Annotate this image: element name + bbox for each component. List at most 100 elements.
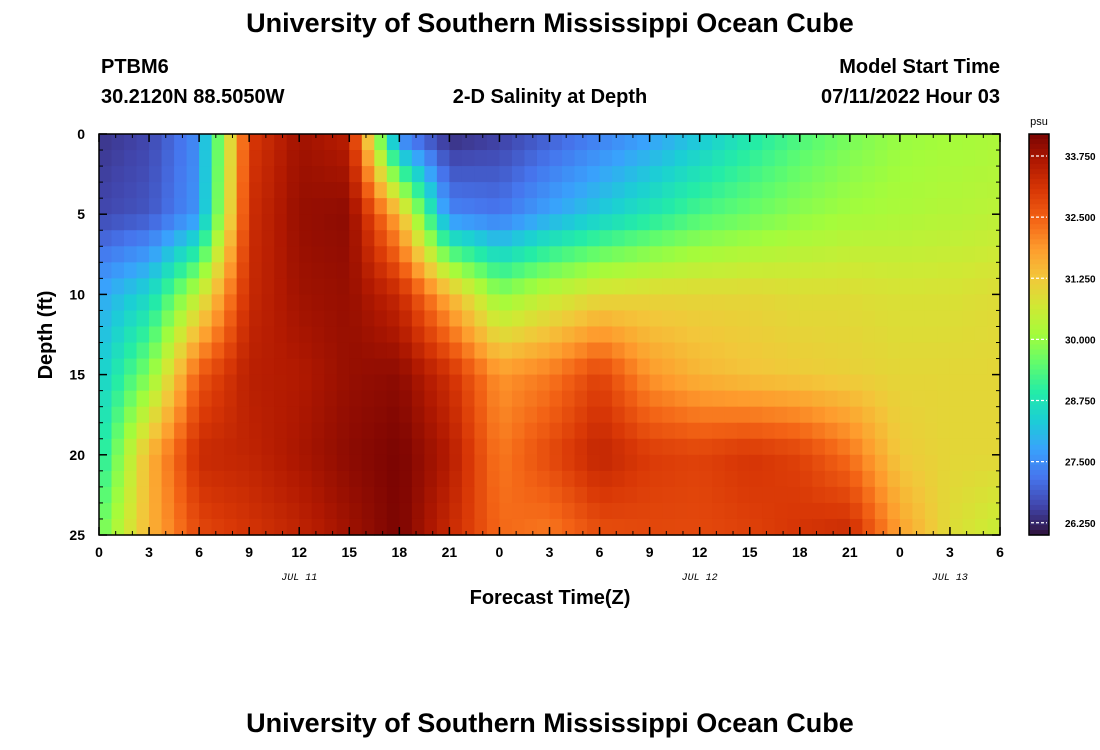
heatmap-cell [737,390,751,408]
heatmap-cell [161,294,175,312]
x-tick-label: 12 [692,544,708,560]
colorbar-segment [1029,329,1049,336]
heatmap-cell [436,278,450,295]
heatmap-cell [511,214,526,231]
heatmap-cell [336,310,350,328]
heatmap-cell [311,310,325,328]
heatmap-cell [499,246,513,263]
heatmap-cell [687,214,701,231]
heatmap-cell [499,342,513,360]
heatmap-cell [687,422,701,440]
heatmap-cell [199,486,213,504]
heatmap-cell [299,342,313,360]
heatmap-cell [937,374,951,392]
heatmap-cell [787,374,801,392]
heatmap-cell [662,454,676,472]
heatmap-cell [774,486,788,504]
heatmap-cell [249,342,263,360]
colorbar-segment [1029,474,1049,481]
heatmap-cell [574,182,588,199]
heatmap-cell [374,374,388,392]
heatmap-cell [374,294,388,312]
footer-title: University of Southern Mississippi Ocean… [246,708,854,738]
heatmap-cell [812,470,826,488]
heatmap-cell [261,198,275,215]
heatmap-cell [712,454,726,472]
heatmap-cell [211,246,225,263]
heatmap-cell [987,470,1001,488]
heatmap-cell [336,134,350,151]
heatmap-cell [411,438,425,456]
heatmap-cell [299,166,313,183]
heatmap-cell [236,310,250,328]
heatmap-cell [874,422,888,440]
heatmap-cell [474,486,488,504]
heatmap-cell [261,182,275,199]
heatmap-cell [361,166,375,183]
colorbar-segment [1029,319,1049,326]
heatmap-cell [787,422,801,440]
colorbar-segment [1029,209,1049,215]
heatmap-cell [324,262,338,279]
heatmap-cell [949,390,964,408]
heatmap-cell [662,438,676,456]
heatmap-cell [99,390,113,408]
heatmap-cell [812,166,826,183]
heatmap-cell [699,262,713,279]
heatmap-cell [374,422,388,440]
heatmap-cell [399,278,413,295]
heatmap-cell [662,310,676,328]
heatmap-cell [386,214,400,231]
heatmap-cell [974,374,989,392]
heatmap-cell [236,262,250,279]
heatmap-cell [962,422,976,440]
heatmap-cell [424,134,438,151]
heatmap-cell [687,406,701,424]
heatmap-cell [799,278,813,295]
heatmap-cell [849,166,863,183]
heatmap-cell [374,134,388,151]
heatmap-cell [549,166,563,183]
heatmap-cell [662,470,676,488]
heatmap-cell [674,502,688,520]
heatmap-cell [236,230,250,247]
heatmap-cell [687,134,701,151]
heatmap-cell [499,278,513,295]
heatmap-cell [99,470,113,488]
heatmap-cell [774,374,788,392]
heatmap-cell [199,342,213,360]
heatmap-cell [374,150,388,167]
heatmap-cell [799,246,813,263]
heatmap-cell [649,214,663,231]
heatmap-cell [186,134,200,151]
heatmap-cell [161,422,175,440]
heatmap-cell [712,134,726,151]
heatmap-cell [612,246,626,263]
heatmap-cell [436,198,450,215]
heatmap-cell [311,294,325,312]
heatmap-cell [874,150,888,167]
heatmap-cell [924,310,939,328]
heatmap-cell [386,150,400,167]
heatmap-cell [937,518,951,536]
colorbar-segment [1029,159,1049,165]
heatmap-cell [436,374,450,392]
heatmap-cell [361,310,375,328]
x-tick-label: 21 [842,544,858,560]
heatmap-cell [912,182,926,199]
heatmap-cell [662,374,676,392]
heatmap-cell [787,294,801,312]
heatmap-cell [161,406,175,424]
heatmap-cell [411,166,425,183]
heatmap-cell [587,198,601,215]
heatmap-cell [399,198,413,215]
heatmap-cell [499,230,513,247]
heatmap-cell [774,502,788,520]
heatmap-cell [674,166,688,183]
heatmap-cell [712,278,726,295]
heatmap-cell [374,486,388,504]
heatmap-cell [211,390,225,408]
heatmap-cell [311,182,325,199]
heatmap-cell [311,358,325,376]
heatmap-cell [136,150,150,167]
